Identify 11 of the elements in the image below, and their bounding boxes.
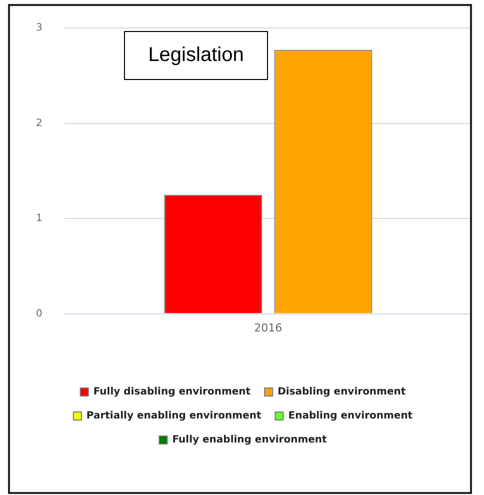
y-tick-label: 1 <box>36 213 42 224</box>
legend-label: Fully disabling environment <box>93 386 251 398</box>
legend-label: Fully enabling environment <box>172 434 328 446</box>
y-tick-label: 0 <box>36 308 42 320</box>
text: Legislation <box>124 31 268 80</box>
x-tick-label: 2016 <box>254 321 282 334</box>
y-tick-label: 2 <box>36 118 42 129</box>
legend-label: Disabling environment <box>278 386 406 398</box>
legend-label: Enabling environment <box>288 410 413 422</box>
y-tick-label: 3 <box>36 22 42 34</box>
legend-label: Partially enabling environment <box>86 410 262 422</box>
